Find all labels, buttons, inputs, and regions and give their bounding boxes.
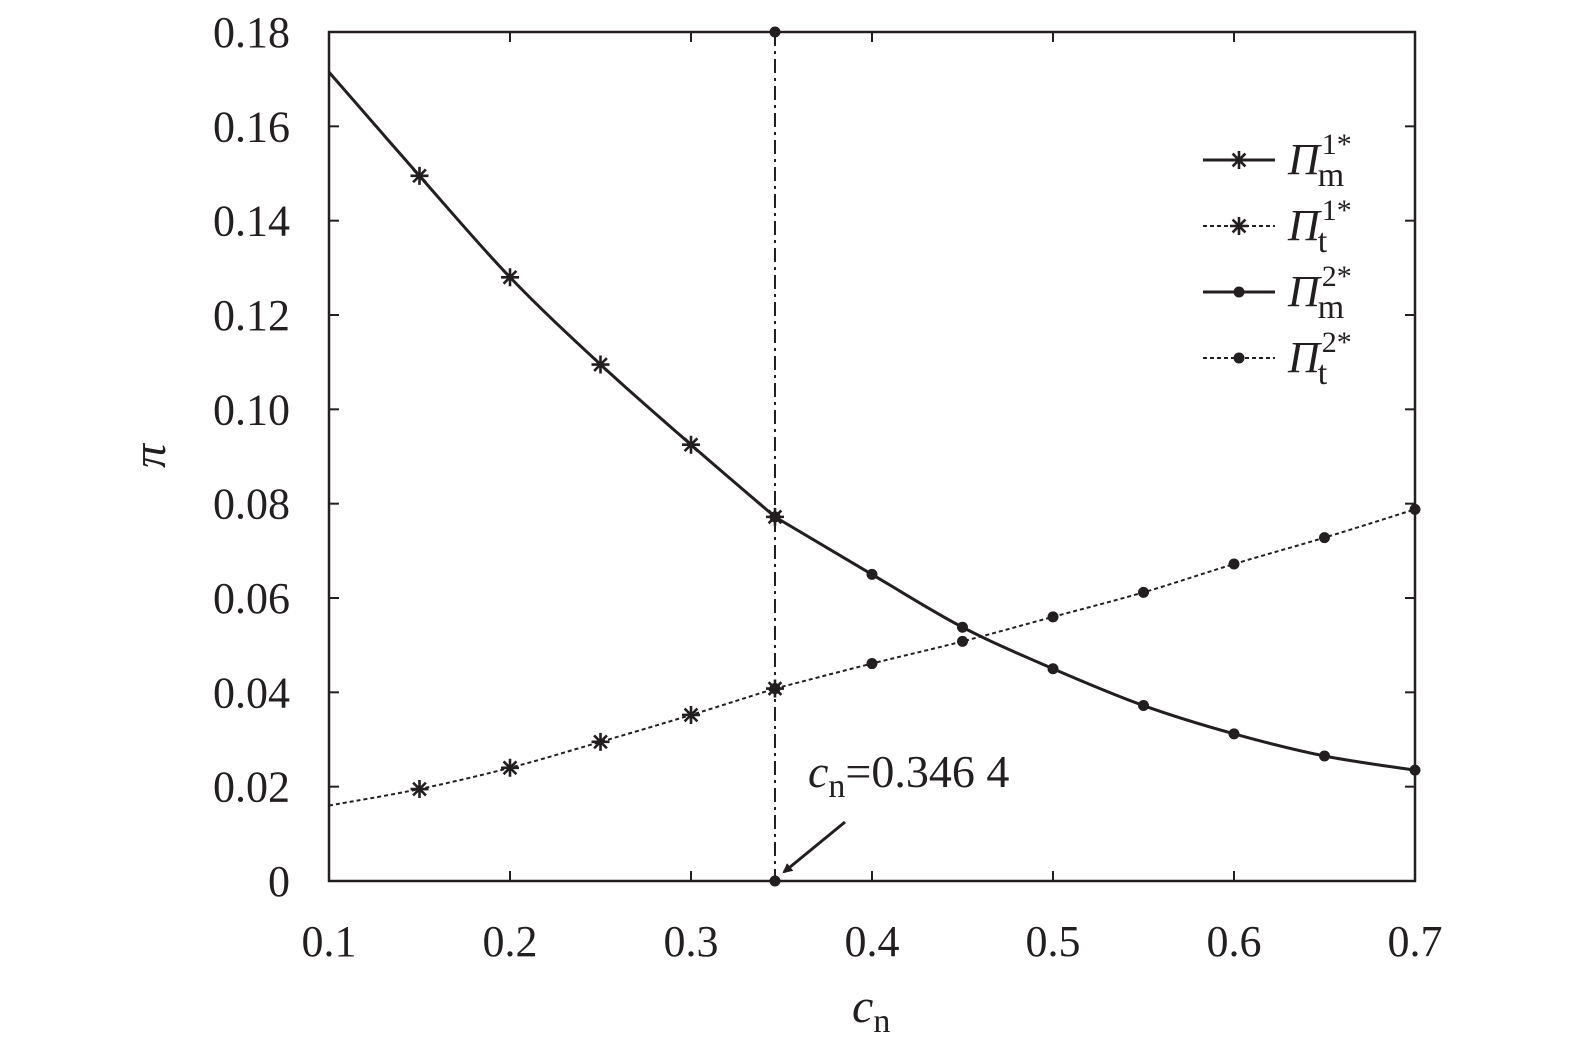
data-point bbox=[866, 658, 878, 670]
data-point bbox=[1047, 611, 1059, 623]
x-tick-label: 0.5 bbox=[1026, 917, 1081, 966]
data-point bbox=[957, 621, 968, 633]
x-tick-label: 0.4 bbox=[845, 917, 900, 966]
series-line bbox=[774, 515, 1416, 772]
y-tick-label: 0.18 bbox=[213, 8, 290, 57]
x-tick-label: 0.1 bbox=[302, 917, 357, 966]
data-point bbox=[591, 732, 610, 751]
annotation: cn=0.346 4 bbox=[782, 746, 1009, 874]
legend-marker bbox=[1230, 151, 1248, 169]
y-tick-label: 0.02 bbox=[213, 763, 290, 812]
data-point bbox=[1409, 503, 1421, 515]
data-point bbox=[682, 705, 700, 724]
legend-entry: Π2* m bbox=[1203, 260, 1352, 326]
legend-entry: Π2* t bbox=[1203, 326, 1352, 392]
data-point bbox=[501, 268, 519, 287]
vline-top-point bbox=[769, 26, 781, 38]
x-tick-label: 0.6 bbox=[1207, 917, 1262, 966]
legend-entry: Π1* m bbox=[1203, 128, 1352, 194]
data-point bbox=[866, 568, 878, 580]
data-point bbox=[682, 435, 700, 454]
data-point bbox=[769, 511, 781, 523]
annotation-arrow bbox=[782, 820, 846, 874]
x-axis: 0.1 0.2 0.3 0.4 0.5 0.6 0.7 bbox=[302, 32, 1443, 966]
data-point bbox=[1319, 532, 1330, 544]
data-point bbox=[1228, 558, 1240, 570]
series-t-2-star bbox=[769, 503, 1421, 695]
series-t-1-star bbox=[328, 679, 784, 807]
x-tick-label: 0.2 bbox=[483, 917, 538, 966]
y-tick-label: 0.04 bbox=[213, 668, 290, 717]
y-axis-title: π bbox=[123, 442, 176, 468]
data-point bbox=[1409, 764, 1421, 776]
legend-marker bbox=[1233, 352, 1245, 364]
data-point bbox=[769, 683, 781, 695]
legend-marker bbox=[1230, 217, 1248, 235]
legend-label: Π2* t bbox=[1287, 326, 1352, 392]
legend-entry: Π1* t bbox=[1203, 194, 1352, 260]
y-tick-label: 0.08 bbox=[213, 480, 290, 529]
legend-marker bbox=[1233, 286, 1245, 298]
y-tick-label: 0 bbox=[268, 857, 290, 906]
annotation-label: cn=0.346 4 bbox=[808, 746, 1009, 805]
data-point bbox=[1047, 663, 1059, 675]
data-point bbox=[1228, 728, 1240, 740]
data-point bbox=[1138, 586, 1149, 598]
x-tick-label: 0.3 bbox=[664, 917, 719, 966]
data-point bbox=[1138, 700, 1149, 712]
legend: Π1* mΠ1* tΠ2* mΠ2* t bbox=[1203, 128, 1352, 392]
y-tick-label: 0.06 bbox=[213, 574, 290, 623]
legend-label: Π1* t bbox=[1287, 194, 1352, 260]
vline-bottom-point bbox=[769, 875, 781, 887]
series-line bbox=[327, 71, 776, 519]
x-tick-label: 0.7 bbox=[1388, 917, 1443, 966]
x-axis-title: cn bbox=[852, 980, 890, 1040]
data-point bbox=[501, 758, 519, 777]
y-tick-label: 0.14 bbox=[213, 197, 290, 246]
series-line bbox=[328, 687, 776, 807]
y-tick-label: 0.12 bbox=[213, 291, 290, 340]
data-point bbox=[410, 780, 429, 799]
data-point bbox=[591, 355, 610, 374]
legend-label: Π1* m bbox=[1287, 128, 1352, 194]
series-layer bbox=[327, 26, 1421, 887]
y-axis: 0 0.02 0.04 0.06 0.08 0.10 0.12 0.14 0.16 0.18 bbox=[213, 8, 1415, 906]
legend-label: Π2* m bbox=[1287, 260, 1352, 326]
data-point bbox=[957, 635, 968, 647]
data-point bbox=[1319, 750, 1330, 762]
y-tick-label: 0.16 bbox=[213, 102, 290, 151]
y-tick-label: 0.10 bbox=[213, 385, 290, 434]
series-m-1-star bbox=[327, 71, 784, 526]
data-point bbox=[410, 166, 429, 185]
series-m-2-star bbox=[769, 511, 1421, 776]
